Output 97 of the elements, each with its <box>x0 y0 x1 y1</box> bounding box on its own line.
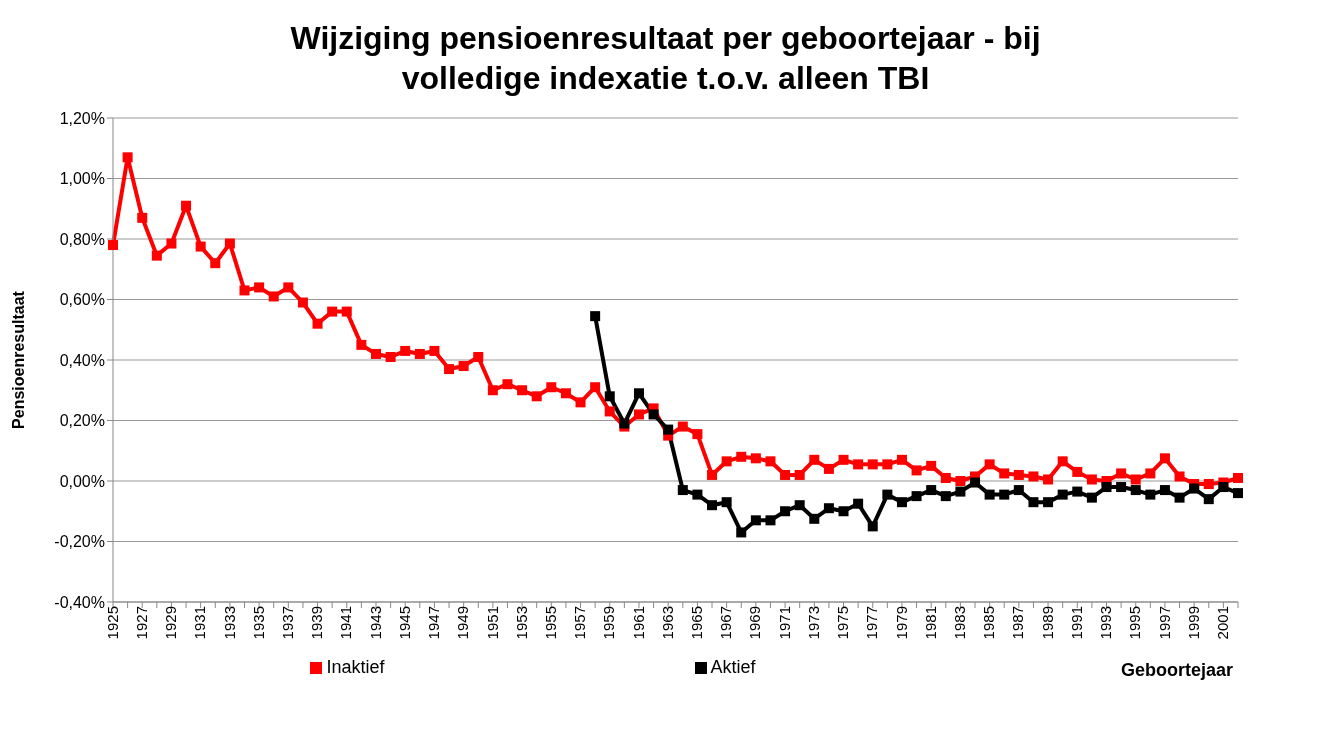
legend-label: Inaktief <box>326 657 385 677</box>
point <box>911 491 922 502</box>
point <box>1043 497 1054 508</box>
x-tick-label: 1961 <box>629 606 647 640</box>
point <box>926 485 937 496</box>
x-tick-label: 1953 <box>512 606 530 640</box>
point <box>1218 482 1229 493</box>
point <box>648 409 659 420</box>
x-tick-label: 1937 <box>278 606 296 640</box>
point <box>823 503 834 514</box>
x-tick-label: 1993 <box>1097 606 1115 640</box>
chart-title: Wijziging pensioenresultaat per geboortejaar - bij volledige indexatie t.o.v. alleen TBI <box>289 19 1042 98</box>
point <box>1189 483 1200 494</box>
point <box>707 500 718 511</box>
point <box>1174 492 1185 503</box>
point <box>1086 492 1097 503</box>
x-tick-label: 1935 <box>249 606 267 640</box>
point <box>999 489 1010 500</box>
y-tick-label: 0,60% <box>59 291 105 309</box>
point <box>809 513 820 524</box>
y-tick-label: -0,20% <box>54 533 105 551</box>
point <box>882 489 893 500</box>
point <box>633 388 644 399</box>
x-tick-label: 1997 <box>1155 606 1173 640</box>
y-tick-label: 0,80% <box>59 230 105 248</box>
point <box>750 515 761 526</box>
x-tick-label: 1931 <box>191 606 209 640</box>
point <box>1159 485 1170 496</box>
x-tick-label: 1945 <box>395 606 413 640</box>
x-tick-label: 1989 <box>1038 606 1056 640</box>
point <box>1057 489 1068 500</box>
point <box>1028 497 1039 508</box>
point <box>604 391 615 402</box>
y-tick-label: 0,40% <box>59 351 105 369</box>
point <box>1145 489 1156 500</box>
x-tick-label: 2001 <box>1214 606 1232 640</box>
point <box>1203 494 1214 505</box>
y-tick-label: 0,20% <box>59 412 105 430</box>
legend-label: Aktief <box>710 657 756 677</box>
x-tick-label: 1977 <box>863 606 881 640</box>
x-tick-label: 1955 <box>541 606 559 640</box>
point <box>1101 482 1112 493</box>
x-tick-label: 1927 <box>132 606 150 640</box>
point <box>896 497 907 508</box>
x-tick-label: 1967 <box>717 606 735 640</box>
x-tick-label: 1983 <box>951 606 969 640</box>
x-tick-label: 1981 <box>921 606 939 640</box>
point <box>1072 486 1083 497</box>
x-tick-label: 1933 <box>220 606 238 640</box>
point <box>765 515 776 526</box>
point <box>867 521 878 532</box>
x-tick-label: 1985 <box>980 606 998 640</box>
point <box>1116 482 1127 493</box>
x-tick-label: 1973 <box>804 606 822 640</box>
x-tick-label: 1991 <box>1067 606 1085 640</box>
point <box>853 498 864 509</box>
x-tick-label: 1949 <box>454 606 472 640</box>
point <box>663 424 674 435</box>
point <box>794 500 805 511</box>
point <box>955 486 966 497</box>
y-tick-label: 1,00% <box>59 170 105 188</box>
x-tick-label: 1999 <box>1184 606 1202 640</box>
x-tick-label: 1969 <box>746 606 764 640</box>
point <box>984 489 995 500</box>
point <box>677 485 688 496</box>
x-tick-label: 1925 <box>103 606 121 640</box>
point <box>590 311 601 322</box>
point <box>736 527 747 538</box>
x-tick-label: 1957 <box>571 606 589 640</box>
x-tick-label: 1963 <box>658 606 676 640</box>
x-tick-label: 1943 <box>366 606 384 640</box>
point <box>970 477 981 488</box>
x-tick-label: 1929 <box>162 606 180 640</box>
point <box>721 497 732 508</box>
x-tick-label: 1979 <box>892 606 910 640</box>
x-tick-label: 1939 <box>308 606 326 640</box>
point <box>780 506 791 517</box>
point <box>692 489 703 500</box>
x-tick-label: 1995 <box>1126 606 1144 640</box>
x-tick-label: 1941 <box>337 606 355 640</box>
x-tick-label: 1987 <box>1009 606 1027 640</box>
y-tick-label: 1,20% <box>59 109 105 127</box>
y-tick-label: -0,40% <box>54 593 105 611</box>
x-tick-label: 1971 <box>775 606 793 640</box>
point <box>940 491 951 502</box>
point <box>1130 485 1141 496</box>
x-tick-label: 1951 <box>483 606 501 640</box>
y-axis-title: Pensioenresultaat <box>9 290 27 429</box>
x-tick-label: 1965 <box>688 606 706 640</box>
point <box>838 506 849 517</box>
x-tick-label: 1975 <box>834 606 852 640</box>
y-tick-label: 0,00% <box>59 472 105 490</box>
x-tick-label: 1959 <box>600 606 618 640</box>
point <box>1013 485 1024 496</box>
x-tick-label: 1947 <box>425 606 443 640</box>
x-axis-title: Geboortejaar <box>1120 660 1233 681</box>
point <box>1233 488 1243 499</box>
